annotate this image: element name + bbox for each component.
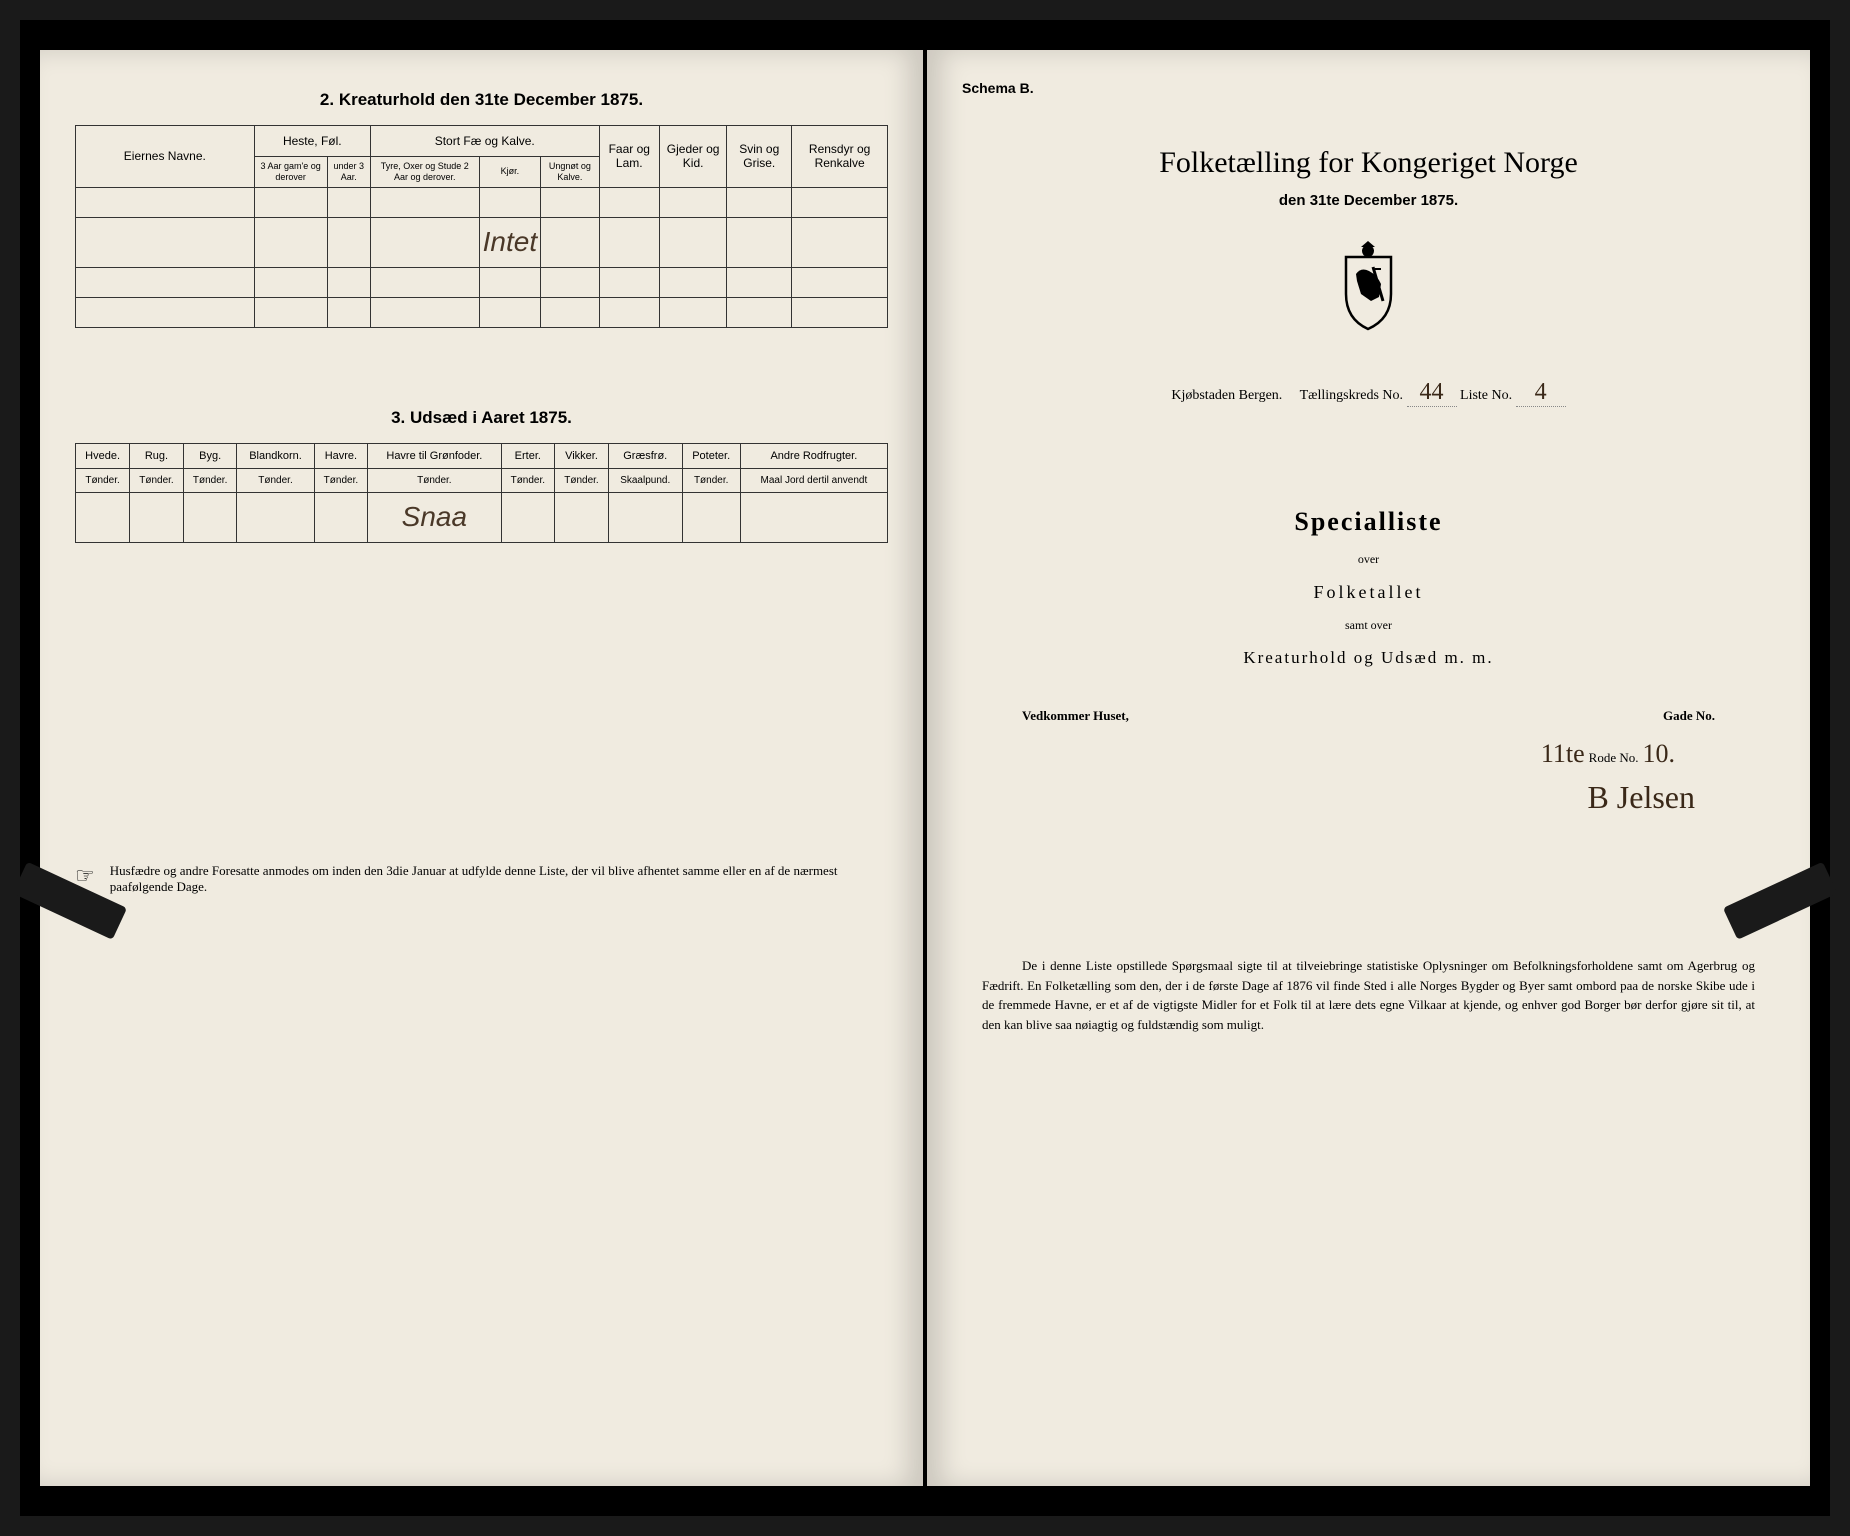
table-row (76, 187, 888, 217)
footnote-text: Husfædre og andre Foresatte anmodes om i… (110, 863, 888, 895)
unit: Tønder. (368, 468, 501, 492)
vedkommer-label: Vedkommer Huset, (1022, 708, 1129, 724)
col-rensdyr: Rensdyr og Renkalve (792, 126, 888, 188)
sub-stort1: Tyre, Oxer og Stude 2 Aar og derover. (370, 157, 479, 188)
vedkommer-row: Vedkommer Huset, Gade No. (962, 708, 1775, 724)
col-rug: Rug. (130, 443, 184, 468)
signature: B Jelsen (962, 779, 1775, 816)
treds-value: 44 (1407, 379, 1457, 407)
col-hvede: Hvede. (76, 443, 130, 468)
col-bland: Blandkorn. (237, 443, 314, 468)
book-spread: 2. Kreaturhold den 31te December 1875. E… (20, 20, 1830, 1516)
gade-label: Gade No. (1663, 708, 1715, 724)
city-label: Kjøbstaden Bergen. (1171, 388, 1282, 403)
sub-stort3: Ungnøt og Kalve. (541, 157, 599, 188)
kreatur-label: Kreaturhold og Udsæd m. m. (962, 648, 1775, 668)
col-havretil: Havre til Grønfoder. (368, 443, 501, 468)
sub-stort2: Kjør. (479, 157, 540, 188)
specialliste-title: Specialliste (962, 507, 1775, 537)
treds-label: Tællingskreds No. (1300, 388, 1403, 403)
subtitle: den 31te December 1875. (962, 192, 1775, 209)
col-vikker: Vikker. (555, 443, 609, 468)
folketallet-label: Folketallet (962, 582, 1775, 603)
left-page: 2. Kreaturhold den 31te December 1875. E… (40, 50, 923, 1486)
rode-value: 10. (1643, 739, 1676, 768)
unit: Tønder. (314, 468, 368, 492)
col-erter: Erter. (501, 443, 555, 468)
schema-label: Schema B. (962, 80, 1775, 96)
section-2: 2. Kreaturhold den 31te December 1875. E… (75, 90, 888, 328)
meta-line: Kjøbstaden Bergen. Tællingskreds No. 44 … (962, 379, 1775, 407)
unit: Tønder. (555, 468, 609, 492)
col-poteter: Poteter. (682, 443, 740, 468)
rode-line: 11te Rode No. 10. (962, 739, 1775, 769)
main-title: Folketælling for Kongeriget Norge (962, 146, 1775, 180)
col-havre: Havre. (314, 443, 368, 468)
unit: Skaalpund. (608, 468, 682, 492)
table-row: Snaa (76, 492, 888, 542)
right-page: Schema B. Folketælling for Kongeriget No… (927, 50, 1810, 1486)
section-2-title: 2. Kreaturhold den 31te December 1875. (75, 90, 888, 110)
section-3: 3. Udsæd i Aaret 1875. Hvede. Rug. Byg. … (75, 408, 888, 543)
sub-heste1: 3 Aar gam'e og derover (254, 157, 327, 188)
col-graes: Græsfrø. (608, 443, 682, 468)
over-label: over (962, 552, 1775, 567)
unit: Tønder. (130, 468, 184, 492)
unit: Tønder. (76, 468, 130, 492)
handwritten-snaa: Snaa (368, 492, 501, 542)
col-svin: Svin og Grise. (727, 126, 792, 188)
rode-label: Rode No. (1589, 750, 1639, 765)
handwritten-intet: Intet (479, 217, 540, 267)
seed-table: Hvede. Rug. Byg. Blandkorn. Havre. Havre… (75, 443, 888, 543)
table-row (76, 267, 888, 297)
unit: Tønder. (237, 468, 314, 492)
col-andre: Andre Rodfrugter. (740, 443, 887, 468)
col-byg: Byg. (183, 443, 237, 468)
unit: Tønder. (183, 468, 237, 492)
col-faar: Faar og Lam. (599, 126, 659, 188)
col-stort: Stort Fæ og Kalve. (370, 126, 599, 157)
liste-value: 4 (1516, 379, 1566, 407)
section-3-title: 3. Udsæd i Aaret 1875. (75, 408, 888, 428)
table-row (76, 297, 888, 327)
col-eier: Eiernes Navne. (76, 126, 255, 188)
livestock-table: Eiernes Navne. Heste, Føl. Stort Fæ og K… (75, 125, 888, 328)
col-gjeder: Gjeder og Kid. (659, 126, 726, 188)
unit: Maal Jord dertil anvendt (740, 468, 887, 492)
footnote: ☞ Husfædre og andre Foresatte anmodes om… (75, 863, 888, 895)
unit: Tønder. (501, 468, 555, 492)
sub-heste2: under 3 Aar. (327, 157, 370, 188)
liste-label: Liste No. (1460, 388, 1512, 403)
unit: Tønder. (682, 468, 740, 492)
samt-label: samt over (962, 618, 1775, 633)
rode-prefix: 11te (1541, 739, 1585, 768)
signature-text: B Jelsen (1587, 779, 1695, 815)
col-heste: Heste, Føl. (254, 126, 370, 157)
body-text: De i denne Liste opstillede Spørgsmaal s… (982, 958, 1755, 1032)
body-paragraph: De i denne Liste opstillede Spørgsmaal s… (962, 956, 1775, 1034)
table-row: Intet (76, 217, 888, 267)
coat-of-arms-icon (962, 239, 1775, 339)
